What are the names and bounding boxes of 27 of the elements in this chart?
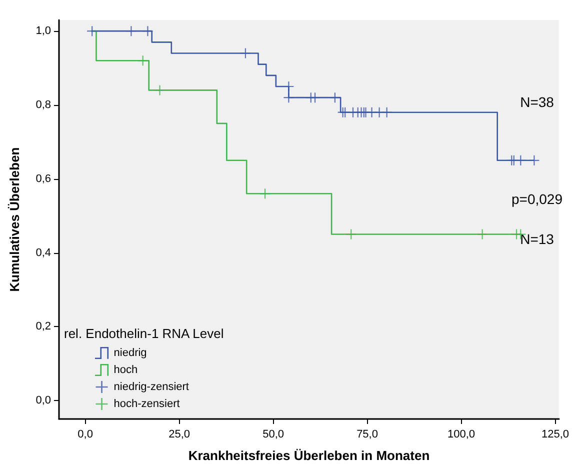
point — [346, 229, 356, 240]
y-tick-label: 0,6 — [36, 172, 51, 185]
annotation: N=38 — [520, 94, 554, 110]
y-tick-label: 0,8 — [36, 98, 51, 111]
x-tick-label: 125,0 — [541, 428, 569, 440]
x-tick-label: 50,0 — [262, 428, 284, 440]
y-tick-label: 0,0 — [36, 394, 51, 407]
point — [142, 26, 153, 36]
legend-label: hoch-zensiert — [114, 398, 180, 410]
point — [154, 85, 165, 96]
point — [240, 48, 250, 58]
x-tick-label: 100,0 — [447, 428, 476, 440]
annotation: N=13 — [520, 231, 554, 247]
y-axis-title: Kumulatives Überleben — [7, 147, 22, 292]
legend-label: hoch — [114, 364, 138, 376]
legend-title: rel. Endothelin-1 RNA Level — [64, 326, 224, 341]
y-tick-label: 1,0 — [36, 25, 51, 38]
legend-label: niedrig — [114, 347, 147, 359]
x-axis-title: Krankheitsfreies Überleben in Monaten — [188, 448, 430, 463]
y-tick-label: 0,2 — [36, 320, 51, 333]
y-tick-label: 0,4 — [36, 246, 51, 259]
point — [477, 229, 488, 240]
annotation: p=0,029 — [512, 191, 563, 207]
legend-label: niedrig-zensiert — [114, 381, 189, 393]
x-tick-label: 25,0 — [168, 428, 190, 440]
x-tick-label: 0,0 — [78, 428, 93, 440]
x-tick-label: 75,0 — [356, 428, 378, 440]
